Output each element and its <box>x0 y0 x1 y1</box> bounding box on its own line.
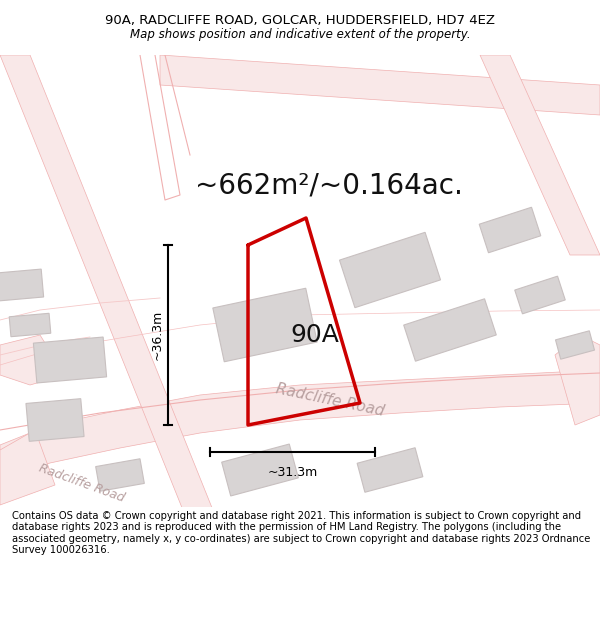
Polygon shape <box>0 55 235 565</box>
Polygon shape <box>0 335 65 385</box>
Polygon shape <box>9 313 51 337</box>
Polygon shape <box>95 459 145 491</box>
Text: Map shows position and indicative extent of the property.: Map shows position and indicative extent… <box>130 28 470 41</box>
Polygon shape <box>221 444 298 496</box>
Polygon shape <box>34 337 107 383</box>
Text: 90A: 90A <box>290 323 340 347</box>
Polygon shape <box>340 232 440 308</box>
Polygon shape <box>480 55 600 255</box>
Polygon shape <box>515 276 565 314</box>
Text: Radcliffe Road: Radcliffe Road <box>274 381 386 419</box>
Polygon shape <box>160 55 600 115</box>
Text: Radcliffe Road: Radcliffe Road <box>37 461 127 504</box>
Text: 90A, RADCLIFFE ROAD, GOLCAR, HUDDERSFIELD, HD7 4EZ: 90A, RADCLIFFE ROAD, GOLCAR, HUDDERSFIEL… <box>105 14 495 27</box>
Polygon shape <box>213 288 317 362</box>
Polygon shape <box>479 208 541 252</box>
Text: ~31.3m: ~31.3m <box>268 466 317 479</box>
Polygon shape <box>0 430 55 505</box>
Polygon shape <box>0 370 600 480</box>
Polygon shape <box>555 335 600 425</box>
Text: Contains OS data © Crown copyright and database right 2021. This information is : Contains OS data © Crown copyright and d… <box>12 511 590 556</box>
Text: ~36.3m: ~36.3m <box>151 310 164 360</box>
Polygon shape <box>357 448 423 493</box>
Polygon shape <box>26 399 84 441</box>
Polygon shape <box>0 269 44 301</box>
Polygon shape <box>556 331 595 359</box>
Polygon shape <box>404 299 496 361</box>
Text: ~662m²/~0.164ac.: ~662m²/~0.164ac. <box>195 171 463 199</box>
